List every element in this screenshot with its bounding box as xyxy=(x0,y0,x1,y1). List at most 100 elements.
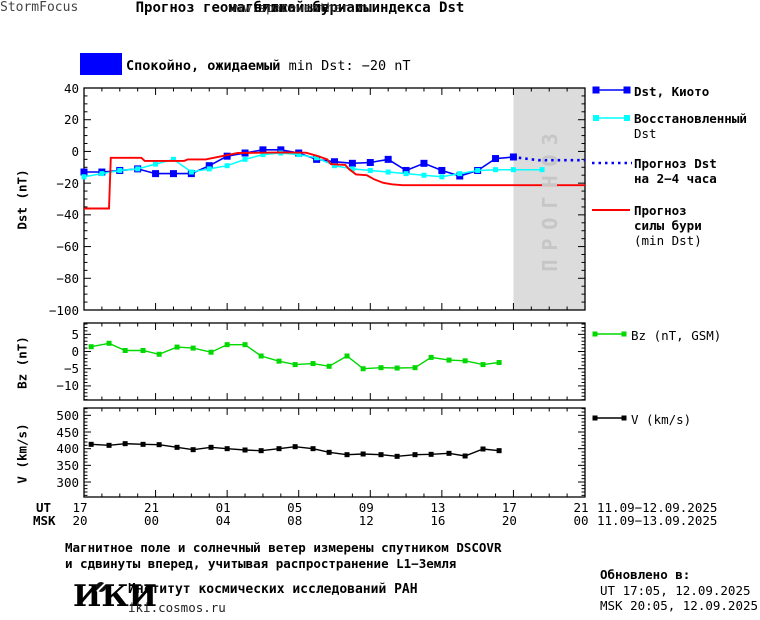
marker xyxy=(385,169,391,175)
marker xyxy=(140,348,146,353)
bz-panel-ticks xyxy=(83,323,586,401)
marker xyxy=(314,155,320,161)
legend-marker xyxy=(621,415,627,421)
legend-storm-line1: Прогноз xyxy=(634,203,687,218)
updated-label: Обновлено в: xyxy=(600,567,691,582)
ut-tick: 21 xyxy=(144,500,160,515)
marker xyxy=(310,361,316,367)
marker xyxy=(259,146,267,154)
legend-storm-line2: силы бури xyxy=(634,218,702,233)
marker xyxy=(117,167,123,173)
marker xyxy=(80,168,88,176)
marker xyxy=(496,448,502,454)
marker xyxy=(421,172,427,178)
marker xyxy=(292,362,298,368)
marker xyxy=(438,166,446,174)
legend-marker xyxy=(592,415,598,421)
marker xyxy=(258,353,264,359)
updated-msk: MSK 20:05, 12.09.2025 xyxy=(600,598,759,613)
bz-panel-ytick: −5 xyxy=(63,361,79,377)
marker xyxy=(496,360,502,366)
legend-marker xyxy=(621,331,627,337)
legend-bz: Bz (nT, GSM) xyxy=(631,328,722,343)
marker xyxy=(310,446,316,452)
dst-panel-ytick: 20 xyxy=(63,112,79,128)
marker xyxy=(332,163,337,169)
marker xyxy=(462,358,468,364)
marker xyxy=(394,453,400,459)
institute-name: Институт космических исследований РАН xyxy=(128,582,418,597)
ut-row-label: UT xyxy=(36,500,52,515)
marker xyxy=(205,162,213,170)
dst-panel-ytick: −40 xyxy=(56,207,79,223)
msk-row-label: MSK xyxy=(33,513,56,528)
marker xyxy=(344,452,350,458)
msk-tick: 20 xyxy=(501,513,517,528)
marker xyxy=(135,166,141,172)
bz-panel-ytick: 0 xyxy=(71,344,79,360)
legend-marker xyxy=(593,115,599,121)
series--dst xyxy=(83,152,543,178)
msk-tick: 20 xyxy=(72,513,88,528)
marker xyxy=(242,342,248,348)
bz-axis-label: Bz (nT) xyxy=(14,336,30,389)
bz-panel-ytick: 5 xyxy=(71,326,79,342)
bz-panel-frame xyxy=(83,322,586,401)
marker xyxy=(242,447,248,453)
marker xyxy=(446,357,452,363)
marker xyxy=(326,363,332,369)
v-panel-ytick: 300 xyxy=(56,474,79,490)
marker xyxy=(412,365,418,371)
marker xyxy=(349,166,355,172)
status-text-bold: Спокойно, ожидаемый xyxy=(126,58,281,74)
forecast-band-label: ПРОГНОЗ xyxy=(538,124,562,272)
msk-tick: 12 xyxy=(358,513,374,528)
marker xyxy=(457,171,463,177)
marker xyxy=(224,446,230,452)
marker xyxy=(122,441,128,447)
marker xyxy=(140,441,146,447)
bz-panel-ytick: −10 xyxy=(56,378,79,394)
marker xyxy=(106,340,112,346)
marker xyxy=(223,152,231,160)
marker xyxy=(260,152,266,158)
marker xyxy=(99,171,105,177)
marker xyxy=(122,348,128,353)
marker xyxy=(403,171,409,177)
marker xyxy=(394,365,400,371)
marker xyxy=(378,365,384,371)
dst-panel-ytick: −100 xyxy=(48,302,79,318)
msk-tick: 04 xyxy=(215,513,231,528)
brand-label: StormFocus xyxy=(0,0,79,15)
v-panel-ytick: 500 xyxy=(56,407,79,423)
marker xyxy=(412,452,418,458)
marker xyxy=(428,354,434,360)
v-panel-ticks xyxy=(83,408,586,497)
marker xyxy=(153,161,159,167)
legend-marker xyxy=(623,86,631,94)
marker xyxy=(224,342,230,348)
marker xyxy=(480,446,486,452)
marker xyxy=(208,349,214,355)
dst-panel-frame xyxy=(83,87,586,311)
marker xyxy=(402,166,410,174)
marker xyxy=(428,451,434,457)
marker xyxy=(88,441,94,447)
marker xyxy=(539,167,545,173)
marker xyxy=(190,447,196,453)
dst-panel-ytick: −80 xyxy=(56,270,79,286)
v-panel-ytick: 350 xyxy=(56,457,79,473)
marker xyxy=(510,167,516,173)
marker xyxy=(208,444,214,450)
marker xyxy=(152,170,160,178)
marker xyxy=(480,362,486,368)
legend-forecast-line2: на 2−4 часа xyxy=(634,171,717,186)
dst-panel-ytick: 40 xyxy=(63,80,79,96)
legend-marker xyxy=(624,115,630,121)
legend-restored-line1: Восстановленный xyxy=(634,111,747,126)
marker xyxy=(169,170,177,178)
ut-tick: 13 xyxy=(430,500,446,515)
marker xyxy=(174,444,180,450)
marker xyxy=(276,446,282,452)
v-axis-label: V (km/s) xyxy=(14,423,30,484)
